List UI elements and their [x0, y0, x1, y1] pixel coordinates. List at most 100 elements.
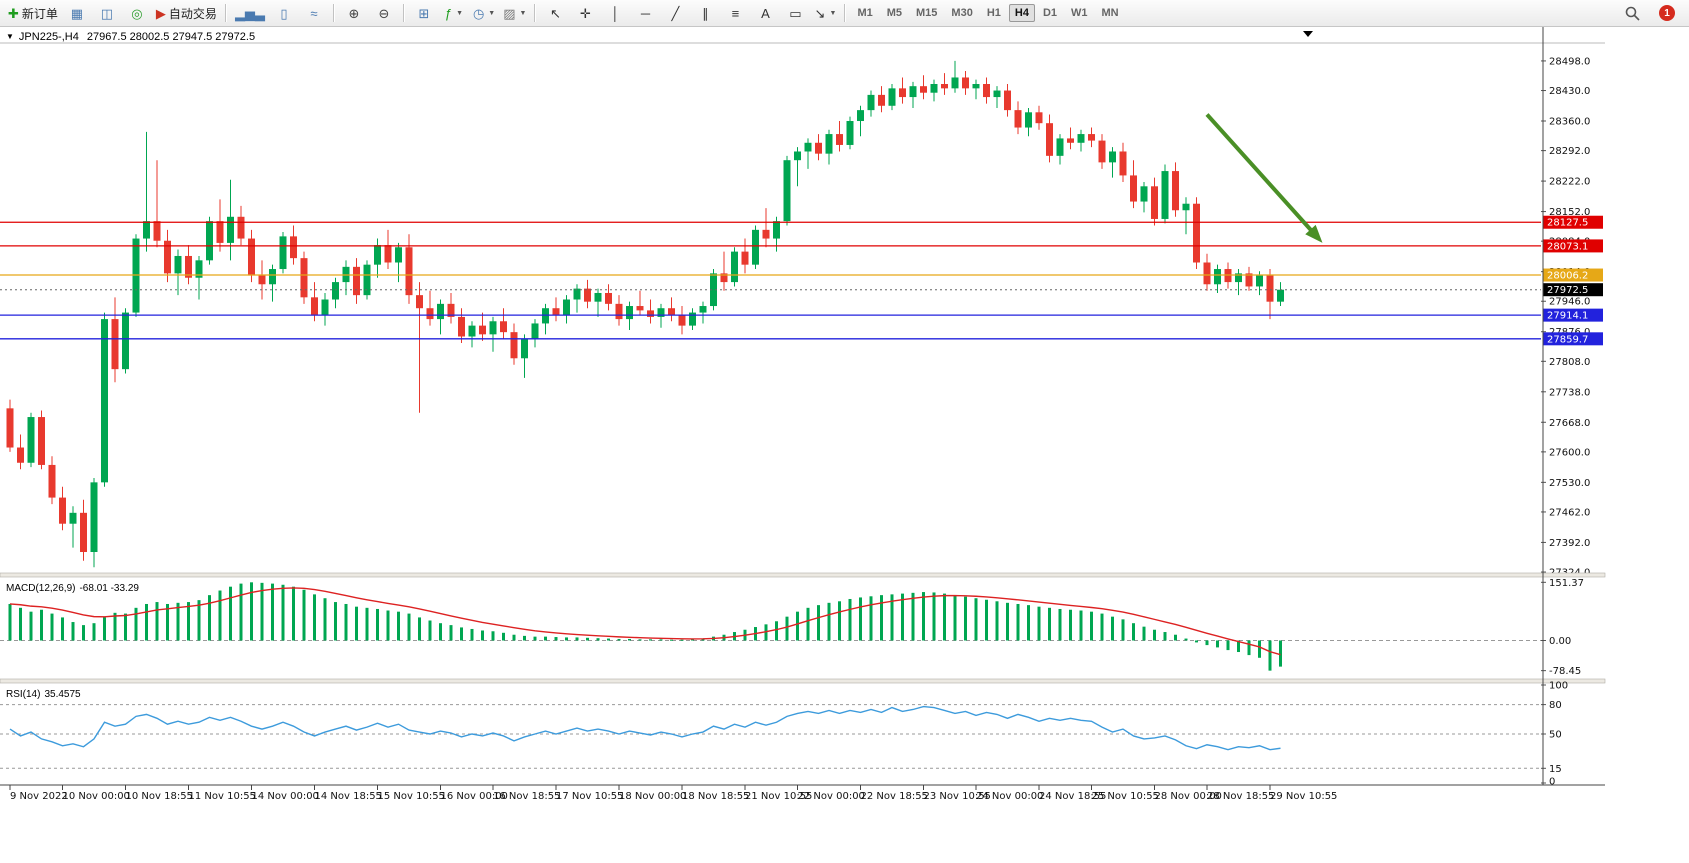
timeframe-d1[interactable]: D1 [1042, 7, 1058, 19]
svg-text:28430.0: 28430.0 [1549, 86, 1590, 97]
candle [741, 238, 749, 274]
timeframe-h4[interactable]: H4 [1008, 4, 1035, 22]
rsi-line [9, 705, 1281, 751]
templates-button[interactable]: ▨ ▼ [499, 1, 530, 25]
svg-text:0.00: 0.00 [1549, 636, 1571, 647]
notification-badge[interactable]: 1 [1659, 5, 1675, 21]
candle [206, 216, 213, 265]
candle [899, 77, 906, 104]
line-chart-button[interactable]: ≈ [299, 1, 329, 25]
market-watch-button[interactable]: ▦ [62, 1, 92, 25]
candle [59, 486, 66, 531]
indicators-button[interactable]: ƒ ▼ [439, 1, 469, 25]
svg-text:24 Nov 18:55: 24 Nov 18:55 [1039, 791, 1106, 802]
text-icon: A [761, 5, 770, 21]
candle [584, 279, 591, 309]
candle [216, 199, 224, 252]
dropdown-arrow-icon[interactable]: ▼ [519, 9, 527, 17]
bar-chart-button[interactable]: ▂▅▃ [231, 1, 269, 25]
navigator-button[interactable]: ◎ [122, 1, 152, 25]
timeframe-m1[interactable]: M1 [857, 7, 873, 19]
candle [279, 232, 287, 274]
autotrading-button[interactable]: ▶ 自动交易 [152, 1, 221, 25]
candle [1172, 162, 1179, 217]
panel-divider[interactable] [0, 678, 1606, 684]
candle [1035, 105, 1043, 130]
candle [542, 303, 549, 335]
trendline-button[interactable]: ╱ [660, 1, 690, 25]
candle [237, 205, 245, 246]
zoom-in-button[interactable]: ⊕ [339, 1, 369, 25]
cursor-icon: ↖ [550, 5, 561, 21]
candle [353, 258, 360, 304]
channel-button[interactable]: ∥ [690, 1, 720, 25]
search-button[interactable] [1617, 1, 1647, 25]
candle [80, 499, 87, 561]
timeframe-m30[interactable]: M30 [951, 7, 973, 19]
search-icon [1625, 6, 1640, 21]
horizontal-line-button[interactable]: ─ [630, 1, 660, 25]
chart-canvas[interactable]: 28498.0 28430.0 28360.0 28292.0 28222.0 28152… [0, 27, 1689, 807]
candle [332, 277, 339, 309]
tile-windows-button[interactable]: ⊞ [409, 1, 439, 25]
dropdown-arrow-icon[interactable]: ▼ [829, 9, 837, 17]
timeframe-m15[interactable]: M15 [916, 7, 938, 19]
candle [363, 260, 371, 300]
text-tool-button[interactable]: A [750, 1, 780, 25]
svg-text:23 Nov 10:55: 23 Nov 10:55 [924, 791, 991, 802]
candle [867, 90, 875, 117]
fibonacci-button[interactable]: ≡ [720, 1, 750, 25]
candle [1014, 101, 1022, 135]
svg-text:15: 15 [1549, 764, 1562, 775]
candle [710, 269, 717, 311]
crosshair-button[interactable]: ✛ [570, 1, 600, 25]
price-tag: 28073.1 [1543, 239, 1603, 253]
one-click-trading-toggle[interactable]: ▼ [6, 32, 14, 41]
dropdown-arrow-icon[interactable]: ▼ [456, 9, 464, 17]
svg-text:16 Nov 18:55: 16 Nov 18:55 [493, 791, 560, 802]
candle [321, 292, 329, 326]
trend-arrow[interactable] [1205, 113, 1323, 243]
svg-text:24 Nov 00:00: 24 Nov 00:00 [976, 791, 1043, 802]
svg-text:28073.1: 28073.1 [1547, 241, 1588, 252]
data-window-button[interactable]: ◫ [92, 1, 122, 25]
candle [1088, 127, 1095, 148]
dropdown-arrow-icon[interactable]: ▼ [488, 9, 496, 17]
arrows-tool-button[interactable]: ↘ ▼ [810, 1, 840, 25]
label-tool-button[interactable]: ▭ [780, 1, 810, 25]
candle [605, 284, 612, 311]
timeframe-w1[interactable]: W1 [1071, 7, 1088, 19]
svg-text:11 Nov 10:55: 11 Nov 10:55 [189, 791, 256, 802]
svg-text:28222.0: 28222.0 [1549, 177, 1590, 188]
cursor-button[interactable]: ↖ [540, 1, 570, 25]
candle [951, 60, 959, 93]
macd-label-values: -68.01 -33.29 [79, 583, 139, 594]
candle [69, 506, 77, 548]
tile-windows-icon: ⊞ [418, 5, 430, 21]
line-chart-icon: ≈ [310, 5, 318, 21]
chart-shift-marker[interactable] [1303, 31, 1313, 37]
panel-divider[interactable] [0, 572, 1606, 578]
zoom-out-button[interactable]: ⊖ [369, 1, 399, 25]
candle [699, 301, 707, 324]
timeframe-mn[interactable]: MN [1101, 7, 1119, 19]
timeframe-h1[interactable]: H1 [986, 7, 1001, 19]
trendline-icon: ╱ [671, 5, 680, 21]
new-order-button[interactable]: ✚ 新订单 [4, 1, 62, 25]
candle [1098, 134, 1106, 169]
candle [447, 292, 455, 324]
svg-text:27600.0: 27600.0 [1549, 447, 1590, 458]
vertical-line-button[interactable]: │ [600, 1, 630, 25]
candle [552, 297, 560, 322]
template-icon: ▨ [503, 5, 516, 21]
candle [416, 282, 423, 413]
periods-button[interactable]: ◷ ▼ [469, 1, 499, 25]
candle [563, 295, 570, 324]
candlestick-button[interactable]: ▯ [269, 1, 299, 25]
candle [731, 247, 738, 287]
timeframe-m5[interactable]: M5 [886, 7, 903, 19]
svg-text:27859.7: 27859.7 [1547, 334, 1588, 345]
candle [615, 295, 623, 326]
svg-text:151.37: 151.37 [1549, 578, 1584, 589]
